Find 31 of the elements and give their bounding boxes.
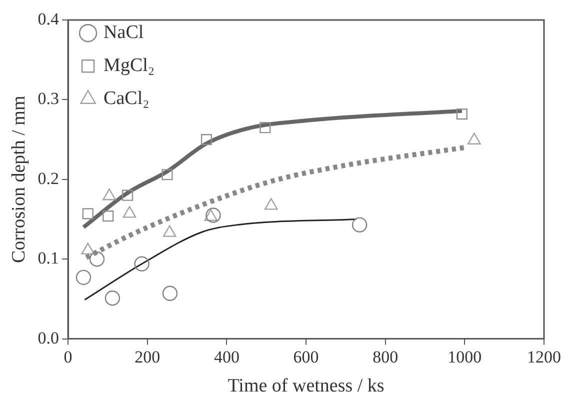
legend-label: MgCl₂ xyxy=(104,55,155,76)
point xyxy=(104,290,120,306)
point xyxy=(134,256,150,272)
legend-label: NaCl xyxy=(104,22,144,44)
point xyxy=(456,108,468,120)
x-tick-label: 0 xyxy=(64,347,72,366)
point xyxy=(162,286,178,301)
x-tick-label: 400 xyxy=(214,347,240,366)
y-tick-label: 0.2 xyxy=(38,168,60,188)
point xyxy=(76,270,92,286)
y-tick-label: 0.0 xyxy=(38,328,60,348)
point xyxy=(122,190,134,201)
x-axis-title: Time of wetness / ks xyxy=(228,376,384,397)
point xyxy=(162,169,173,180)
x-tick-label: 600 xyxy=(293,347,319,366)
point xyxy=(89,252,105,267)
x-tick-label: 800 xyxy=(372,347,398,366)
point xyxy=(82,208,94,220)
y-tick-label: 0.4 xyxy=(38,9,60,28)
point xyxy=(200,134,212,146)
y-tick-label: 0.3 xyxy=(38,89,60,108)
point xyxy=(352,217,368,232)
y-tick-label: 0.1 xyxy=(38,248,60,268)
y-axis-title: Corrosion depth / mm xyxy=(8,96,30,264)
x-tick-label: 1000 xyxy=(448,347,482,366)
point xyxy=(260,122,271,134)
point xyxy=(206,208,221,223)
x-tick-label: 200 xyxy=(134,347,160,366)
x-tick-label: 1200 xyxy=(527,347,561,366)
point xyxy=(102,210,114,222)
legend-label: CaCl₂ xyxy=(104,88,150,110)
